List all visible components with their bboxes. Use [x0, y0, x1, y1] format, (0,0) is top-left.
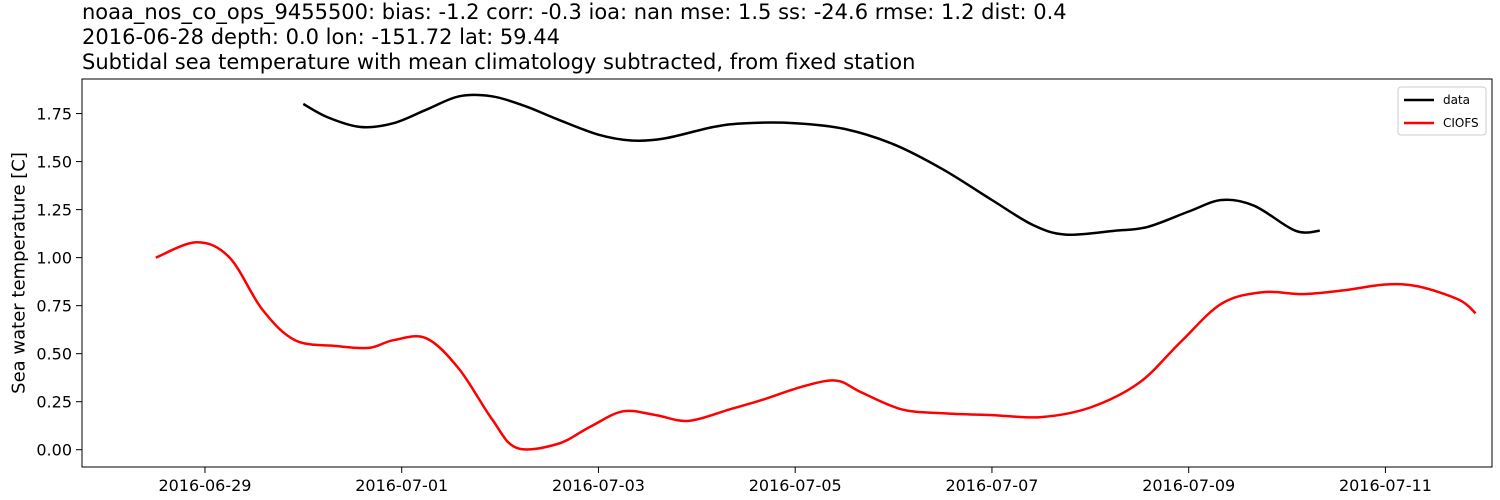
x-tick-label: 2016-07-11 — [1339, 476, 1432, 495]
x-axis: 2016-06-29 2016-07-01 2016-07-03 2016-07-05… — [158, 467, 1432, 495]
y-axis-label: Sea water temperature [C] — [9, 152, 30, 394]
x-tick-label: 2016-07-03 — [552, 476, 645, 495]
title-line-location: 2016-06-28 depth: 0.0 lon: -151.72 lat: … — [82, 25, 560, 49]
legend: data CIOFS — [1397, 86, 1487, 136]
x-tick-label: 2016-07-01 — [355, 476, 448, 495]
title-line-stats: noaa_nos_co_ops_9455500: bias: -1.2 corr… — [82, 0, 1067, 24]
chart-title: noaa_nos_co_ops_9455500: bias: -1.2 corr… — [82, 0, 1067, 75]
y-tick-label: 0.75 — [36, 297, 72, 316]
axes-frame — [81, 78, 1493, 468]
legend-label: CIOFS — [1443, 116, 1479, 130]
plot-area — [155, 93, 1477, 451]
y-tick-label: 1.75 — [36, 105, 72, 124]
series-line-ciofs — [155, 241, 1477, 451]
y-tick-label: 0.00 — [36, 441, 72, 460]
y-tick-label: 0.50 — [36, 345, 72, 364]
title-line-description: Subtidal sea temperature with mean clima… — [82, 50, 916, 74]
y-tick-label: 1.50 — [36, 153, 72, 172]
legend-label: data — [1443, 93, 1470, 107]
y-tick-label: 1.00 — [36, 249, 72, 268]
x-tick-label: 2016-06-29 — [158, 476, 251, 495]
y-tick-label: 0.25 — [36, 393, 72, 412]
x-tick-label: 2016-07-07 — [945, 476, 1038, 495]
x-tick-label: 2016-07-09 — [1142, 476, 1235, 495]
y-axis: 0.00 0.25 0.50 0.75 1.00 1.25 1.50 1.75 — [36, 105, 82, 460]
y-tick-label: 1.25 — [36, 201, 72, 220]
series-line-data — [302, 93, 1320, 236]
x-tick-label: 2016-07-05 — [749, 476, 842, 495]
